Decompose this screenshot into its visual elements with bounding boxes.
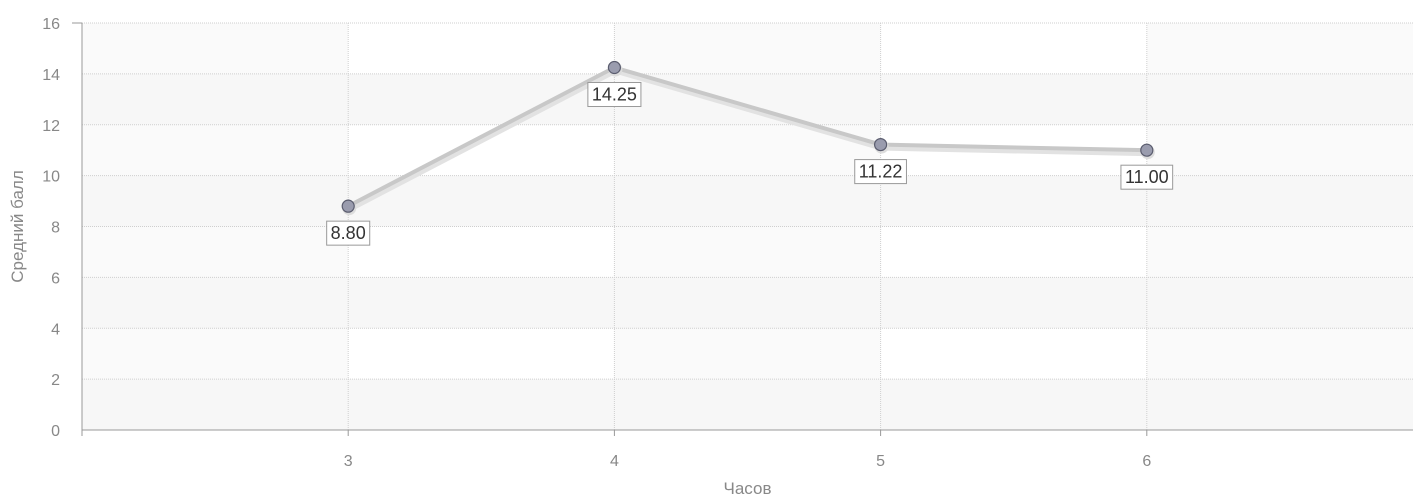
x-tick-label: 3: [344, 453, 353, 470]
data-label-box: [1120, 164, 1174, 190]
y-tick-label: 14: [42, 67, 60, 84]
data-label-text: 14.25: [592, 85, 637, 105]
data-label-text: 8.80: [331, 223, 366, 243]
y-axis-title: Средний балл: [8, 170, 27, 282]
data-point: [341, 199, 355, 213]
y-tick-label: 6: [51, 270, 60, 287]
y-tick-label: 4: [51, 321, 60, 338]
y-tick-label: 10: [42, 169, 60, 186]
series-line-shadow: [346, 67, 1151, 213]
data-label: 8.80: [326, 220, 371, 246]
data-point: [1140, 143, 1154, 157]
data-label: 11.22: [854, 159, 907, 185]
data-point: [873, 137, 888, 152]
data-label: 14.25: [587, 82, 642, 108]
plot-bands: [82, 23, 1413, 430]
data-label-box: [587, 82, 642, 108]
y-tick-label: 12: [42, 118, 60, 135]
y-tick-label: 16: [42, 16, 60, 33]
data-labels: 8.80 14.25 11.22 11.00: [326, 82, 1174, 246]
axes: 0 2 4 6 8 10 12 14 16 3 4 5 6: [42, 16, 1413, 470]
data-label-text: 11.00: [1125, 167, 1169, 187]
x-tick-label: 6: [1142, 453, 1151, 470]
x-tick-label: 5: [876, 453, 885, 470]
series-layer: [341, 60, 1155, 216]
y-tick-label: 2: [51, 372, 60, 389]
y-tick-label: 8: [51, 220, 60, 237]
y-tick-label: 0: [51, 423, 60, 440]
x-tick-label: 4: [610, 453, 619, 470]
series-line: [346, 65, 1149, 209]
data-point: [607, 60, 622, 75]
data-label-box: [854, 159, 907, 185]
x-axis-title: Часов: [724, 479, 772, 497]
data-label-text: 11.22: [859, 162, 903, 182]
data-label-box: [326, 220, 371, 246]
data-label: 11.00: [1120, 164, 1174, 190]
